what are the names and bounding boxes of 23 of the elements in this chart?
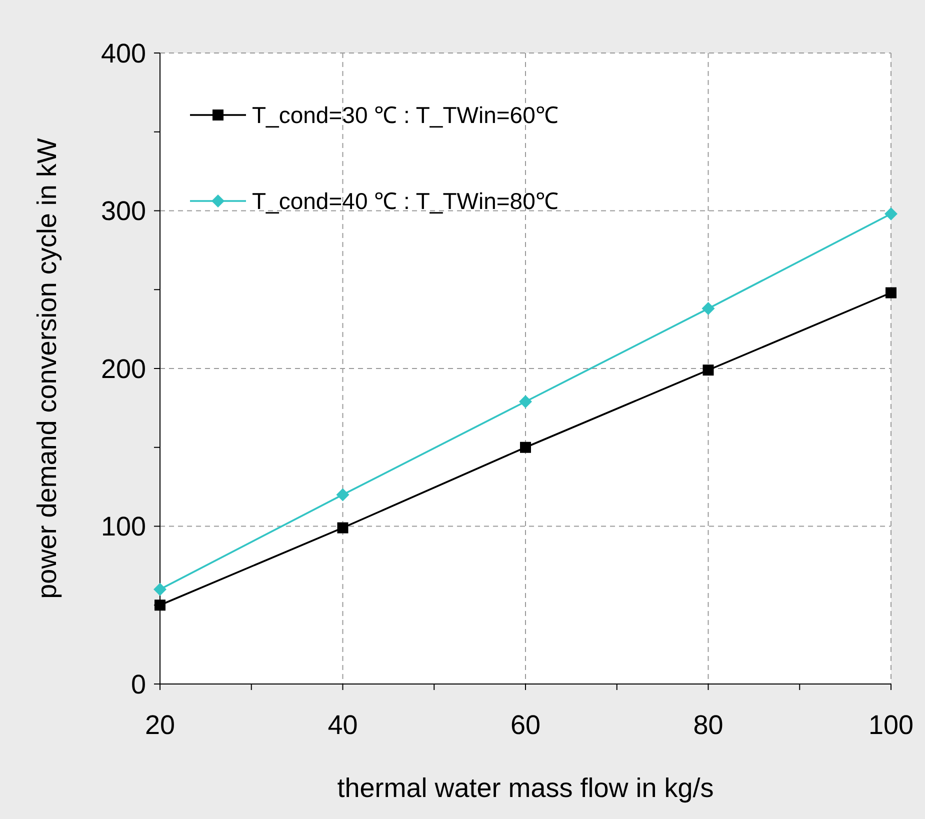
y-tick-label: 200 — [100, 354, 146, 384]
y-tick-label: 400 — [100, 38, 146, 68]
x-tick-label: 80 — [693, 710, 724, 740]
point — [336, 488, 350, 502]
legend-label: T_cond=30 ℃ : T_TWin=60℃ — [252, 102, 558, 128]
point — [884, 207, 898, 220]
point — [886, 287, 896, 298]
y-tick-label: 0 — [130, 669, 146, 700]
x-tick-label: 60 — [510, 710, 541, 740]
y-axis-title: power demand conversion cycle in kW — [32, 138, 62, 599]
x-tick-label: 100 — [868, 710, 914, 740]
point — [702, 364, 714, 376]
y-tick-label: 300 — [100, 196, 146, 226]
x-tick-label: 40 — [328, 710, 358, 740]
point — [520, 442, 531, 453]
point — [519, 395, 532, 408]
x-axis-title: thermal water mass flow in kg/s — [337, 773, 714, 803]
x-tick-label: 20 — [144, 710, 176, 740]
point — [154, 582, 166, 596]
y-tick-label: 100 — [100, 512, 146, 542]
legend-label: T_cond=40 ℃ : T_TWin=80℃ — [252, 188, 558, 214]
point — [337, 522, 348, 534]
point — [702, 302, 715, 316]
